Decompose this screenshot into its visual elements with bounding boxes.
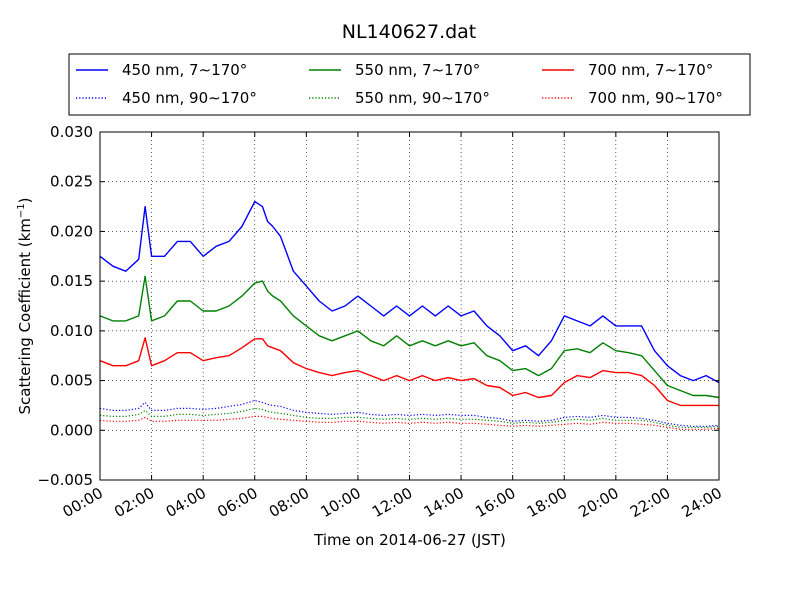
- series-line-3: [99, 399, 720, 427]
- legend-label: 450 nm, 90∼170°: [122, 89, 257, 107]
- y-tick-label: −0.005: [37, 471, 93, 489]
- y-tick-label: 0.015: [50, 272, 93, 290]
- y-tick-label: 0.005: [50, 372, 93, 390]
- ticks: [99, 131, 720, 481]
- legend-label: 550 nm, 7∼170°: [355, 61, 480, 79]
- legend-label: 450 nm, 7∼170°: [122, 61, 247, 79]
- series-line-1: [99, 275, 720, 399]
- legend-frame: [68, 53, 751, 116]
- series-line-2: [99, 337, 719, 407]
- y-tick-label: 0.010: [50, 322, 93, 340]
- y-axis-label-main: Scattering Coefficient (km: [16, 218, 34, 414]
- y-axis-label-close: ): [16, 197, 34, 203]
- series-line-0: [99, 200, 720, 384]
- legend: 450 nm, 7∼170° 550 nm, 7∼170° 700 nm, 7∼17…: [68, 53, 751, 116]
- legend-label: 700 nm, 7∼170°: [588, 61, 713, 79]
- y-tick-label: 0.000: [50, 421, 93, 439]
- series-line-4: [99, 407, 720, 428]
- y-tick-label: 0.020: [50, 222, 93, 240]
- chart-title: NL140627.dat: [342, 21, 477, 43]
- series-lines: [99, 200, 720, 430]
- legend-label: 700 nm, 90∼170°: [588, 89, 723, 107]
- x-axis-label: Time on 2014-06-27 (JST): [313, 531, 506, 549]
- y-tick-label: 0.025: [50, 173, 93, 191]
- y-tick-label: 0.030: [50, 123, 93, 141]
- y-axis-label: Scattering Coefficient (km−1): [16, 197, 34, 414]
- series-line-5: [99, 415, 720, 430]
- y-axis-label-exponent: −1: [16, 203, 27, 218]
- legend-label: 550 nm, 90∼170°: [355, 89, 490, 107]
